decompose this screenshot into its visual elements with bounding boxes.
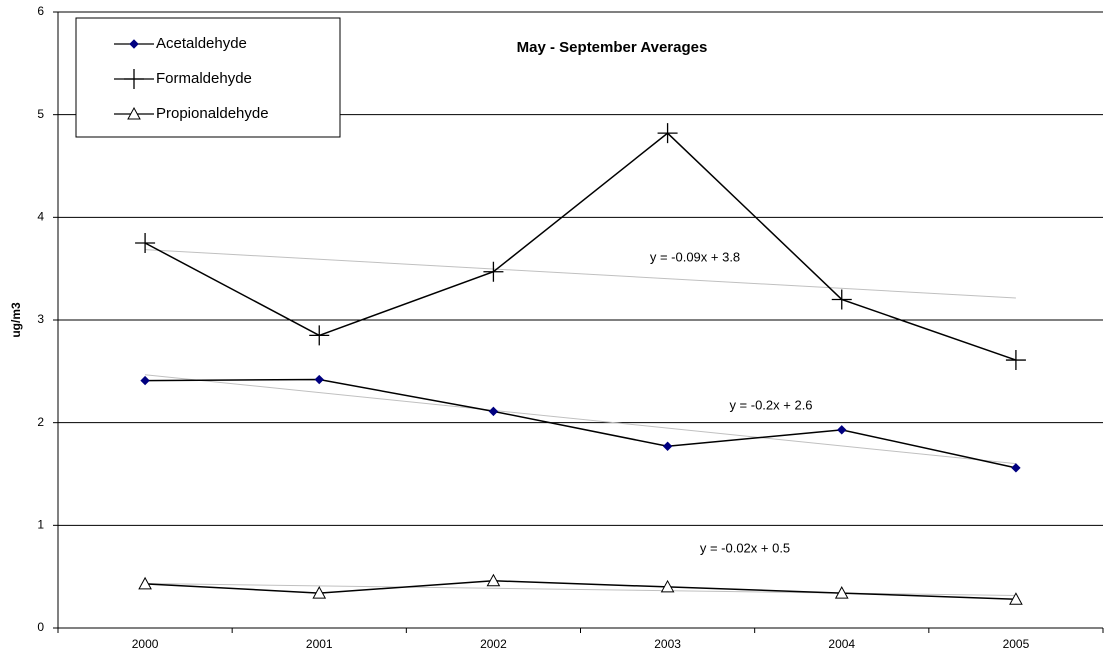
point — [312, 586, 327, 599]
y-axis-label: ug/m3 — [9, 302, 23, 338]
point — [314, 374, 324, 385]
y-tick-label: 3 — [37, 312, 44, 326]
point — [135, 233, 156, 253]
legend-label: Formaldehyde — [156, 70, 252, 87]
point — [1005, 350, 1026, 371]
x-tick-label: 2000 — [132, 637, 159, 651]
x-tick-label: 2004 — [828, 637, 855, 651]
x-tick-label: 2003 — [654, 637, 681, 651]
point — [129, 39, 139, 49]
point — [834, 586, 849, 599]
chart-title: May - September Averages — [517, 39, 708, 56]
series-line — [145, 580, 1016, 601]
point — [486, 573, 501, 587]
y-tick-label: 0 — [37, 620, 44, 634]
legend-box — [75, 17, 341, 138]
point — [483, 261, 504, 282]
point — [127, 106, 141, 120]
trendline — [145, 583, 1016, 596]
point — [831, 289, 852, 310]
point — [660, 579, 675, 593]
point — [1011, 463, 1021, 473]
point — [138, 576, 152, 590]
legend-label: Propionaldehyde — [156, 105, 269, 122]
point — [140, 375, 150, 386]
point — [662, 441, 673, 451]
y-tick-label: 6 — [37, 4, 44, 18]
x-tick-label: 2005 — [1003, 637, 1030, 651]
trend-equation: y = -0.02x + 0.5 — [700, 540, 790, 555]
series-line — [144, 132, 1017, 361]
trendline — [145, 374, 1016, 465]
y-tick-label: 2 — [37, 415, 44, 429]
point — [488, 406, 499, 417]
point — [1009, 592, 1023, 605]
trend-equation: y = -0.2x + 2.6 — [729, 397, 812, 412]
trendline — [145, 249, 1016, 299]
point — [124, 69, 144, 89]
x-tick-label: 2002 — [480, 637, 507, 651]
y-tick-label: 5 — [37, 107, 44, 121]
series-line — [145, 378, 1017, 469]
y-tick-label: 4 — [37, 210, 44, 224]
trend-equation: y = -0.09x + 3.8 — [650, 249, 740, 264]
legend-label: Acetaldehyde — [156, 35, 247, 52]
point — [309, 325, 330, 346]
x-tick-label: 2001 — [306, 637, 333, 651]
point — [837, 425, 847, 435]
point — [657, 123, 678, 144]
y-tick-label: 1 — [37, 518, 44, 532]
